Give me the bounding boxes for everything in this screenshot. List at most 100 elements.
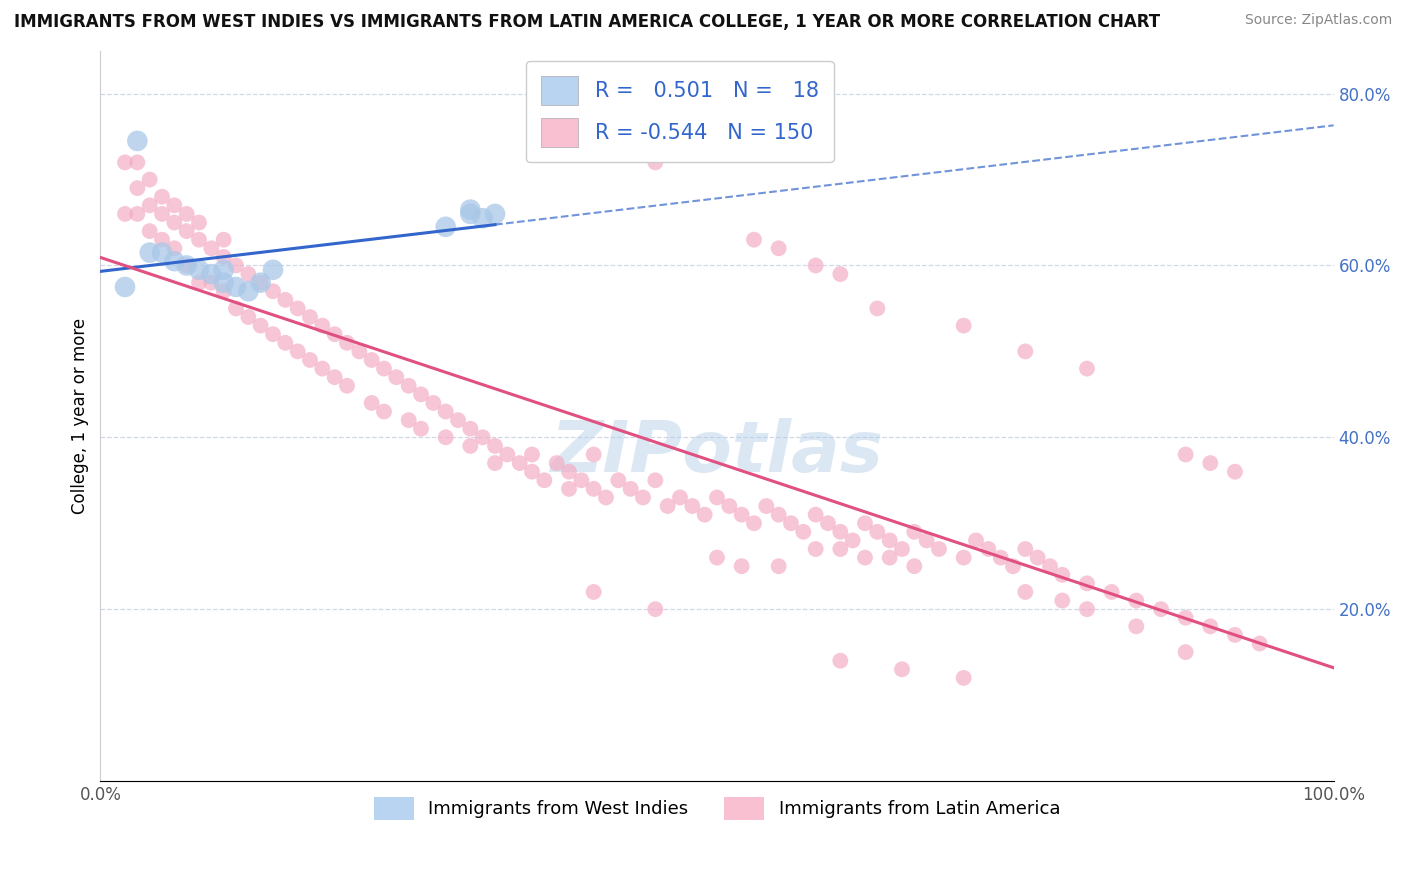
Point [730,508,752,522]
Point [409,387,432,401]
Point [163,241,186,255]
Point [804,541,827,556]
Point [460,202,482,217]
Point [460,422,482,436]
Point [546,456,568,470]
Point [434,430,457,444]
Point [990,550,1012,565]
Point [558,465,581,479]
Point [1001,559,1024,574]
Point [644,155,666,169]
Point [200,267,222,281]
Point [1052,567,1074,582]
Point [620,482,643,496]
Point [879,550,901,565]
Point [1199,456,1222,470]
Point [853,516,876,531]
Point [188,262,211,277]
Point [928,541,950,556]
Point [200,241,222,255]
Point [879,533,901,548]
Point [1014,541,1036,556]
Point [150,190,173,204]
Point [225,259,247,273]
Point [853,550,876,565]
Point [138,245,160,260]
Point [644,602,666,616]
Point [127,181,149,195]
Point [127,207,149,221]
Point [693,508,716,522]
Point [768,241,790,255]
Point [582,482,605,496]
Point [460,207,482,221]
Point [212,276,235,290]
Point [460,439,482,453]
Point [569,473,592,487]
Point [249,276,271,290]
Point [398,378,420,392]
Point [287,344,309,359]
Point [1026,550,1049,565]
Point [631,491,654,505]
Point [903,524,925,539]
Point [188,233,211,247]
Point [977,541,1000,556]
Point [1052,593,1074,607]
Point [398,413,420,427]
Point [1076,361,1098,376]
Point [150,245,173,260]
Point [323,370,346,384]
Point [212,285,235,299]
Point [150,207,173,221]
Point [582,585,605,599]
Point [866,524,889,539]
Point [188,215,211,229]
Point [817,516,839,531]
Point [669,491,692,505]
Point [484,456,506,470]
Point [1101,585,1123,599]
Point [176,224,198,238]
Y-axis label: College, 1 year or more: College, 1 year or more [72,318,89,514]
Legend: Immigrants from West Indies, Immigrants from Latin America: Immigrants from West Indies, Immigrants … [367,790,1067,827]
Point [891,541,914,556]
Point [1150,602,1173,616]
Point [249,276,271,290]
Point [225,280,247,294]
Point [287,301,309,316]
Point [1076,602,1098,616]
Point [830,524,852,539]
Text: ZIPotlas: ZIPotlas [551,417,883,487]
Point [323,327,346,342]
Point [447,413,470,427]
Point [804,259,827,273]
Point [681,499,703,513]
Point [509,456,531,470]
Point [768,508,790,522]
Point [1223,465,1246,479]
Point [163,198,186,212]
Point [1174,448,1197,462]
Point [360,353,382,368]
Point [1039,559,1062,574]
Point [520,448,543,462]
Point [915,533,938,548]
Point [706,550,728,565]
Point [804,508,827,522]
Point [484,439,506,453]
Point [212,233,235,247]
Point [336,335,359,350]
Point [965,533,987,548]
Point [336,378,359,392]
Point [755,499,778,513]
Point [212,250,235,264]
Point [520,465,543,479]
Point [607,473,630,487]
Point [212,262,235,277]
Point [1199,619,1222,633]
Point [533,473,555,487]
Point [841,533,863,548]
Point [163,254,186,268]
Point [830,267,852,281]
